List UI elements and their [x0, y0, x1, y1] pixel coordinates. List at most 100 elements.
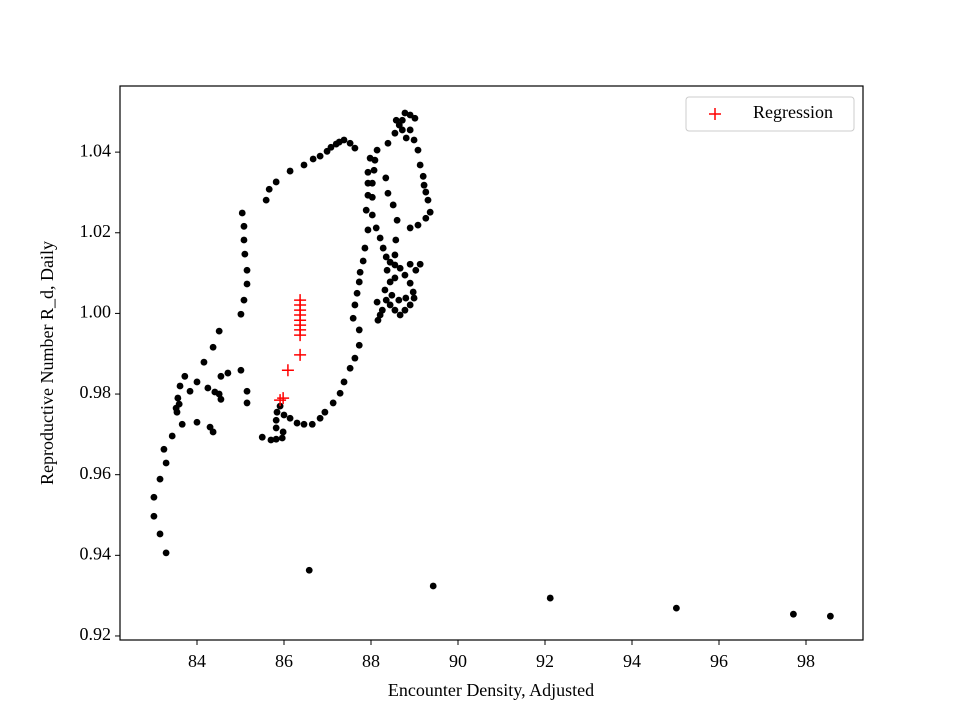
- y-axis-label: Reproductive Number R_d, Daily: [37, 241, 57, 485]
- point: [156, 475, 164, 483]
- point: [826, 612, 834, 620]
- point: [371, 156, 379, 164]
- x-tick-label: 86: [275, 651, 293, 671]
- point: [368, 179, 376, 187]
- point: [276, 402, 284, 410]
- point: [240, 236, 248, 244]
- point: [401, 271, 409, 279]
- y-tick-label: 0.94: [80, 543, 112, 563]
- point: [294, 348, 307, 361]
- point: [392, 236, 400, 244]
- legend-marker: [709, 108, 721, 120]
- point: [174, 394, 182, 402]
- point: [273, 408, 281, 416]
- point: [272, 178, 280, 186]
- point: [300, 161, 308, 169]
- y-tick-label: 1.02: [80, 221, 112, 241]
- point: [293, 419, 301, 427]
- point: [412, 266, 420, 274]
- point: [426, 208, 434, 216]
- point: [422, 214, 430, 222]
- point: [277, 392, 290, 405]
- point: [389, 201, 397, 209]
- point: [336, 389, 344, 397]
- point: [217, 372, 225, 380]
- y-tick-label: 0.96: [80, 463, 112, 483]
- point: [237, 310, 245, 318]
- point: [178, 420, 186, 428]
- point: [351, 301, 359, 309]
- point: [206, 423, 214, 431]
- point: [391, 274, 399, 282]
- point: [384, 189, 392, 197]
- point: [279, 428, 287, 436]
- point: [382, 174, 390, 182]
- point: [272, 424, 280, 432]
- point: [410, 294, 418, 302]
- point: [391, 261, 399, 269]
- point: [382, 253, 390, 261]
- point: [204, 384, 212, 392]
- point: [305, 566, 313, 574]
- x-tick-label: 88: [362, 651, 380, 671]
- point: [238, 209, 246, 217]
- point: [162, 549, 170, 557]
- point: [388, 291, 396, 299]
- point: [162, 459, 170, 467]
- point: [215, 390, 223, 398]
- legend-label: Regression: [753, 102, 833, 122]
- point: [262, 196, 270, 204]
- point: [359, 257, 367, 265]
- point: [406, 126, 414, 134]
- point: [401, 109, 409, 117]
- point: [402, 134, 410, 142]
- x-tick-label: 92: [536, 651, 554, 671]
- point: [364, 226, 372, 234]
- point: [378, 306, 386, 314]
- point: [393, 216, 401, 224]
- point: [321, 408, 329, 416]
- point: [267, 436, 275, 444]
- point: [414, 146, 422, 154]
- point: [416, 260, 424, 268]
- point: [422, 188, 430, 196]
- point: [414, 221, 422, 229]
- point: [281, 364, 294, 377]
- point: [243, 280, 251, 288]
- point: [406, 301, 414, 309]
- point: [383, 266, 391, 274]
- point: [243, 387, 251, 395]
- x-tick-label: 94: [623, 651, 641, 671]
- point: [672, 604, 680, 612]
- point: [215, 327, 223, 335]
- point: [272, 435, 280, 443]
- point: [243, 266, 251, 274]
- x-axis-label: Encounter Density, Adjusted: [388, 680, 594, 700]
- point: [411, 114, 419, 122]
- point: [374, 316, 382, 324]
- point: [278, 434, 286, 442]
- point: [258, 433, 266, 441]
- point: [224, 369, 232, 377]
- point: [200, 358, 208, 366]
- point: [395, 296, 403, 304]
- point: [391, 129, 399, 137]
- point: [406, 260, 414, 268]
- axes-frame: [119, 85, 864, 641]
- point: [274, 394, 287, 407]
- point: [406, 111, 414, 119]
- point: [209, 343, 217, 351]
- point: [386, 301, 394, 309]
- point: [373, 298, 381, 306]
- point: [368, 193, 376, 201]
- point: [280, 411, 288, 419]
- point: [362, 206, 370, 214]
- point: [316, 152, 324, 160]
- point: [420, 181, 428, 189]
- point: [355, 326, 363, 334]
- point: [546, 594, 554, 602]
- point: [316, 414, 324, 422]
- legend-box: [685, 96, 855, 132]
